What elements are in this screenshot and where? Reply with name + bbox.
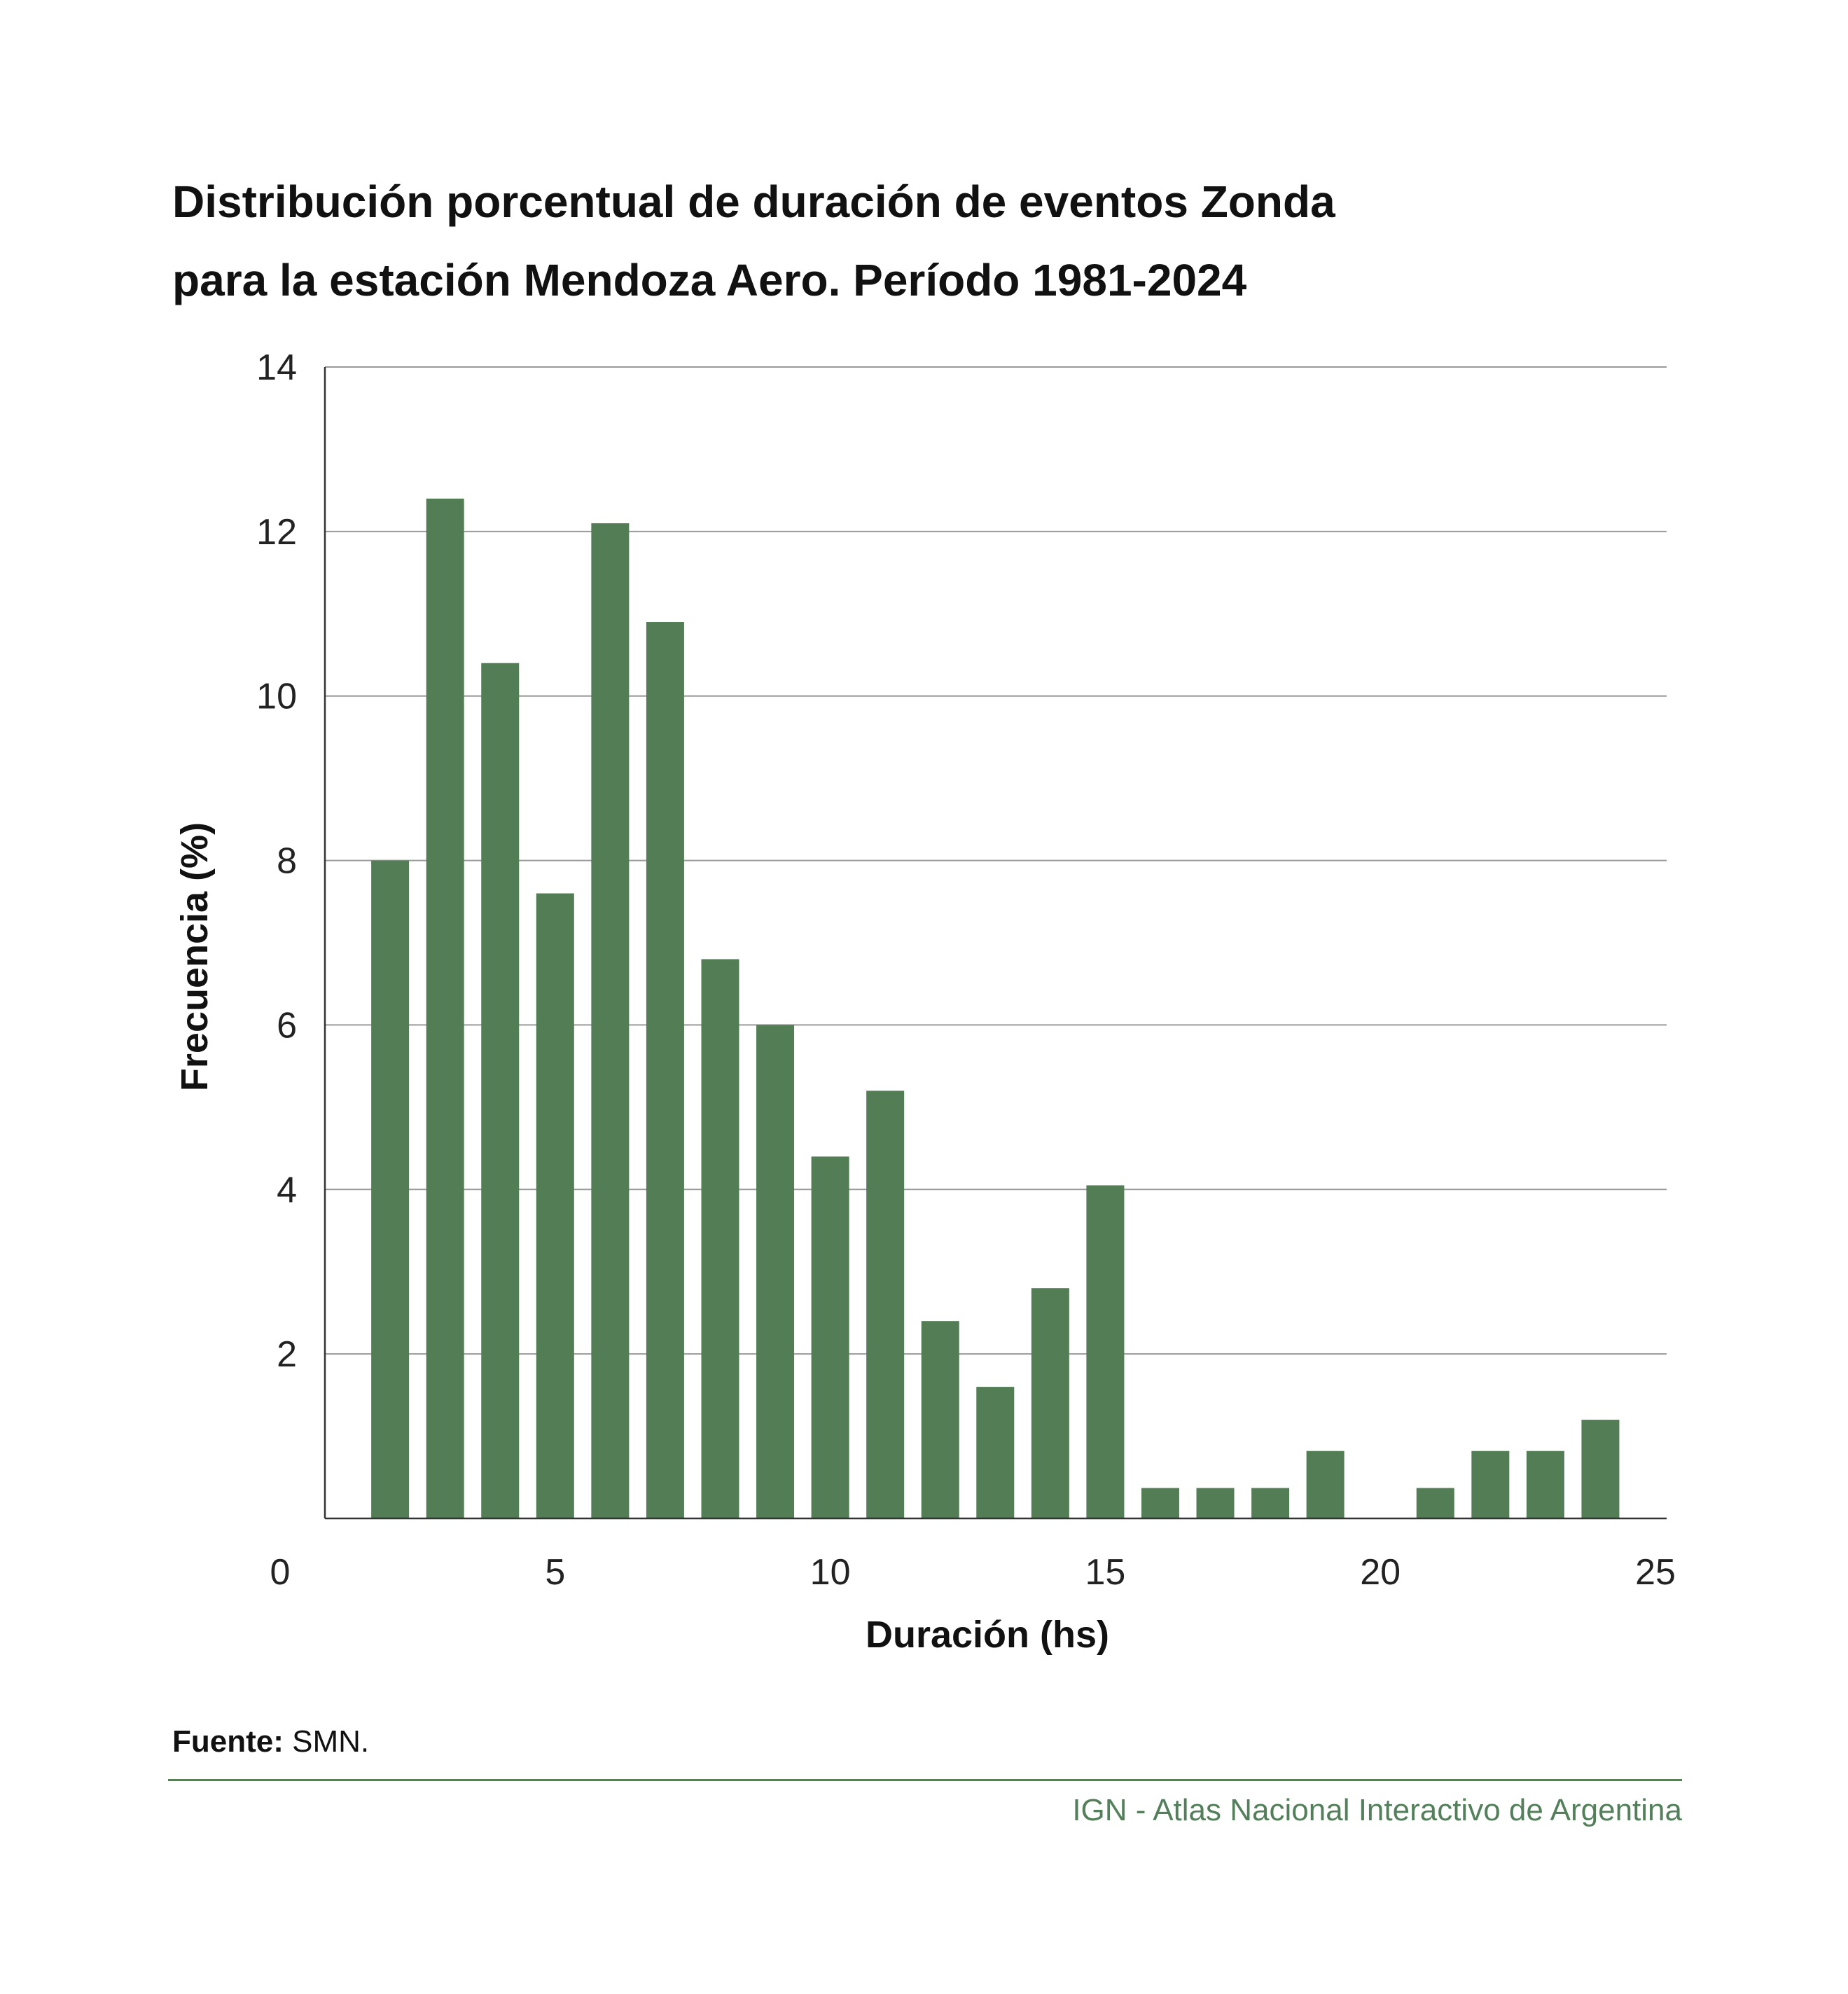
bar-19: [1306, 1451, 1345, 1518]
bar-18: [1251, 1488, 1290, 1518]
y-tick-labels: 2 4 6 8 10 12 14: [256, 347, 297, 1375]
bar-8: [701, 959, 739, 1518]
bar-7: [646, 622, 684, 1518]
bar-13: [976, 1387, 1015, 1518]
source-label: Fuente:: [172, 1724, 284, 1759]
bar-4: [481, 663, 520, 1518]
chart-title: Distribución porcentual de duración de e…: [172, 162, 1643, 319]
bar-12: [921, 1321, 959, 1518]
x-tick-label-25: 25: [1635, 1552, 1676, 1593]
bar-5: [536, 893, 574, 1518]
y-tick-label-12: 12: [256, 512, 297, 553]
chart-title-line-1: Distribución porcentual de duración de e…: [172, 176, 1335, 227]
x-tick-label-0: 0: [270, 1552, 291, 1593]
y-tick-label-10: 10: [256, 677, 297, 717]
bar-15: [1086, 1185, 1125, 1518]
footer-divider: [168, 1779, 1682, 1781]
x-tick-label-20: 20: [1360, 1552, 1401, 1593]
bars: [371, 498, 1620, 1518]
source-note: Fuente: SMN.: [172, 1724, 369, 1759]
bar-14: [1031, 1288, 1069, 1518]
chart-title-line-2: para la estación Mendoza Aero. Período 1…: [172, 255, 1247, 305]
axes: [324, 367, 1667, 1520]
bar-chart: 2 4 6 8 10 12 14 0 5 10 15 20 25 Duración (hs) Frec…: [174, 347, 1676, 1656]
y-tick-label-8: 8: [277, 841, 297, 882]
bar-10: [811, 1156, 849, 1518]
bar-24: [1581, 1420, 1620, 1518]
y-tick-label-2: 2: [277, 1334, 297, 1375]
x-axis-title: Duración (hs): [866, 1614, 1109, 1656]
bar-16: [1141, 1488, 1179, 1518]
bar-21: [1416, 1488, 1454, 1518]
bar-3: [426, 498, 464, 1518]
gridlines: [325, 366, 1667, 1355]
x-tick-labels: 0 5 10 15 20 25: [270, 1552, 1676, 1593]
bar-6: [591, 523, 630, 1518]
y-tick-label-4: 4: [277, 1170, 297, 1210]
y-tick-label-6: 6: [277, 1005, 297, 1046]
bar-23: [1526, 1451, 1564, 1518]
y-tick-label-14: 14: [256, 347, 297, 388]
bar-11: [866, 1091, 905, 1518]
bar-22: [1471, 1451, 1510, 1518]
x-tick-label-15: 15: [1085, 1552, 1125, 1593]
x-tick-label-5: 5: [545, 1552, 565, 1593]
x-tick-label-10: 10: [810, 1552, 851, 1593]
atlas-credit: IGN - Atlas Nacional Interactivo de Arge…: [1072, 1793, 1682, 1827]
bar-2: [371, 860, 410, 1518]
bar-9: [756, 1025, 795, 1518]
y-axis-title: Frecuencia (%): [174, 822, 216, 1091]
source-value: SMN.: [292, 1724, 370, 1759]
bar-17: [1196, 1488, 1235, 1518]
